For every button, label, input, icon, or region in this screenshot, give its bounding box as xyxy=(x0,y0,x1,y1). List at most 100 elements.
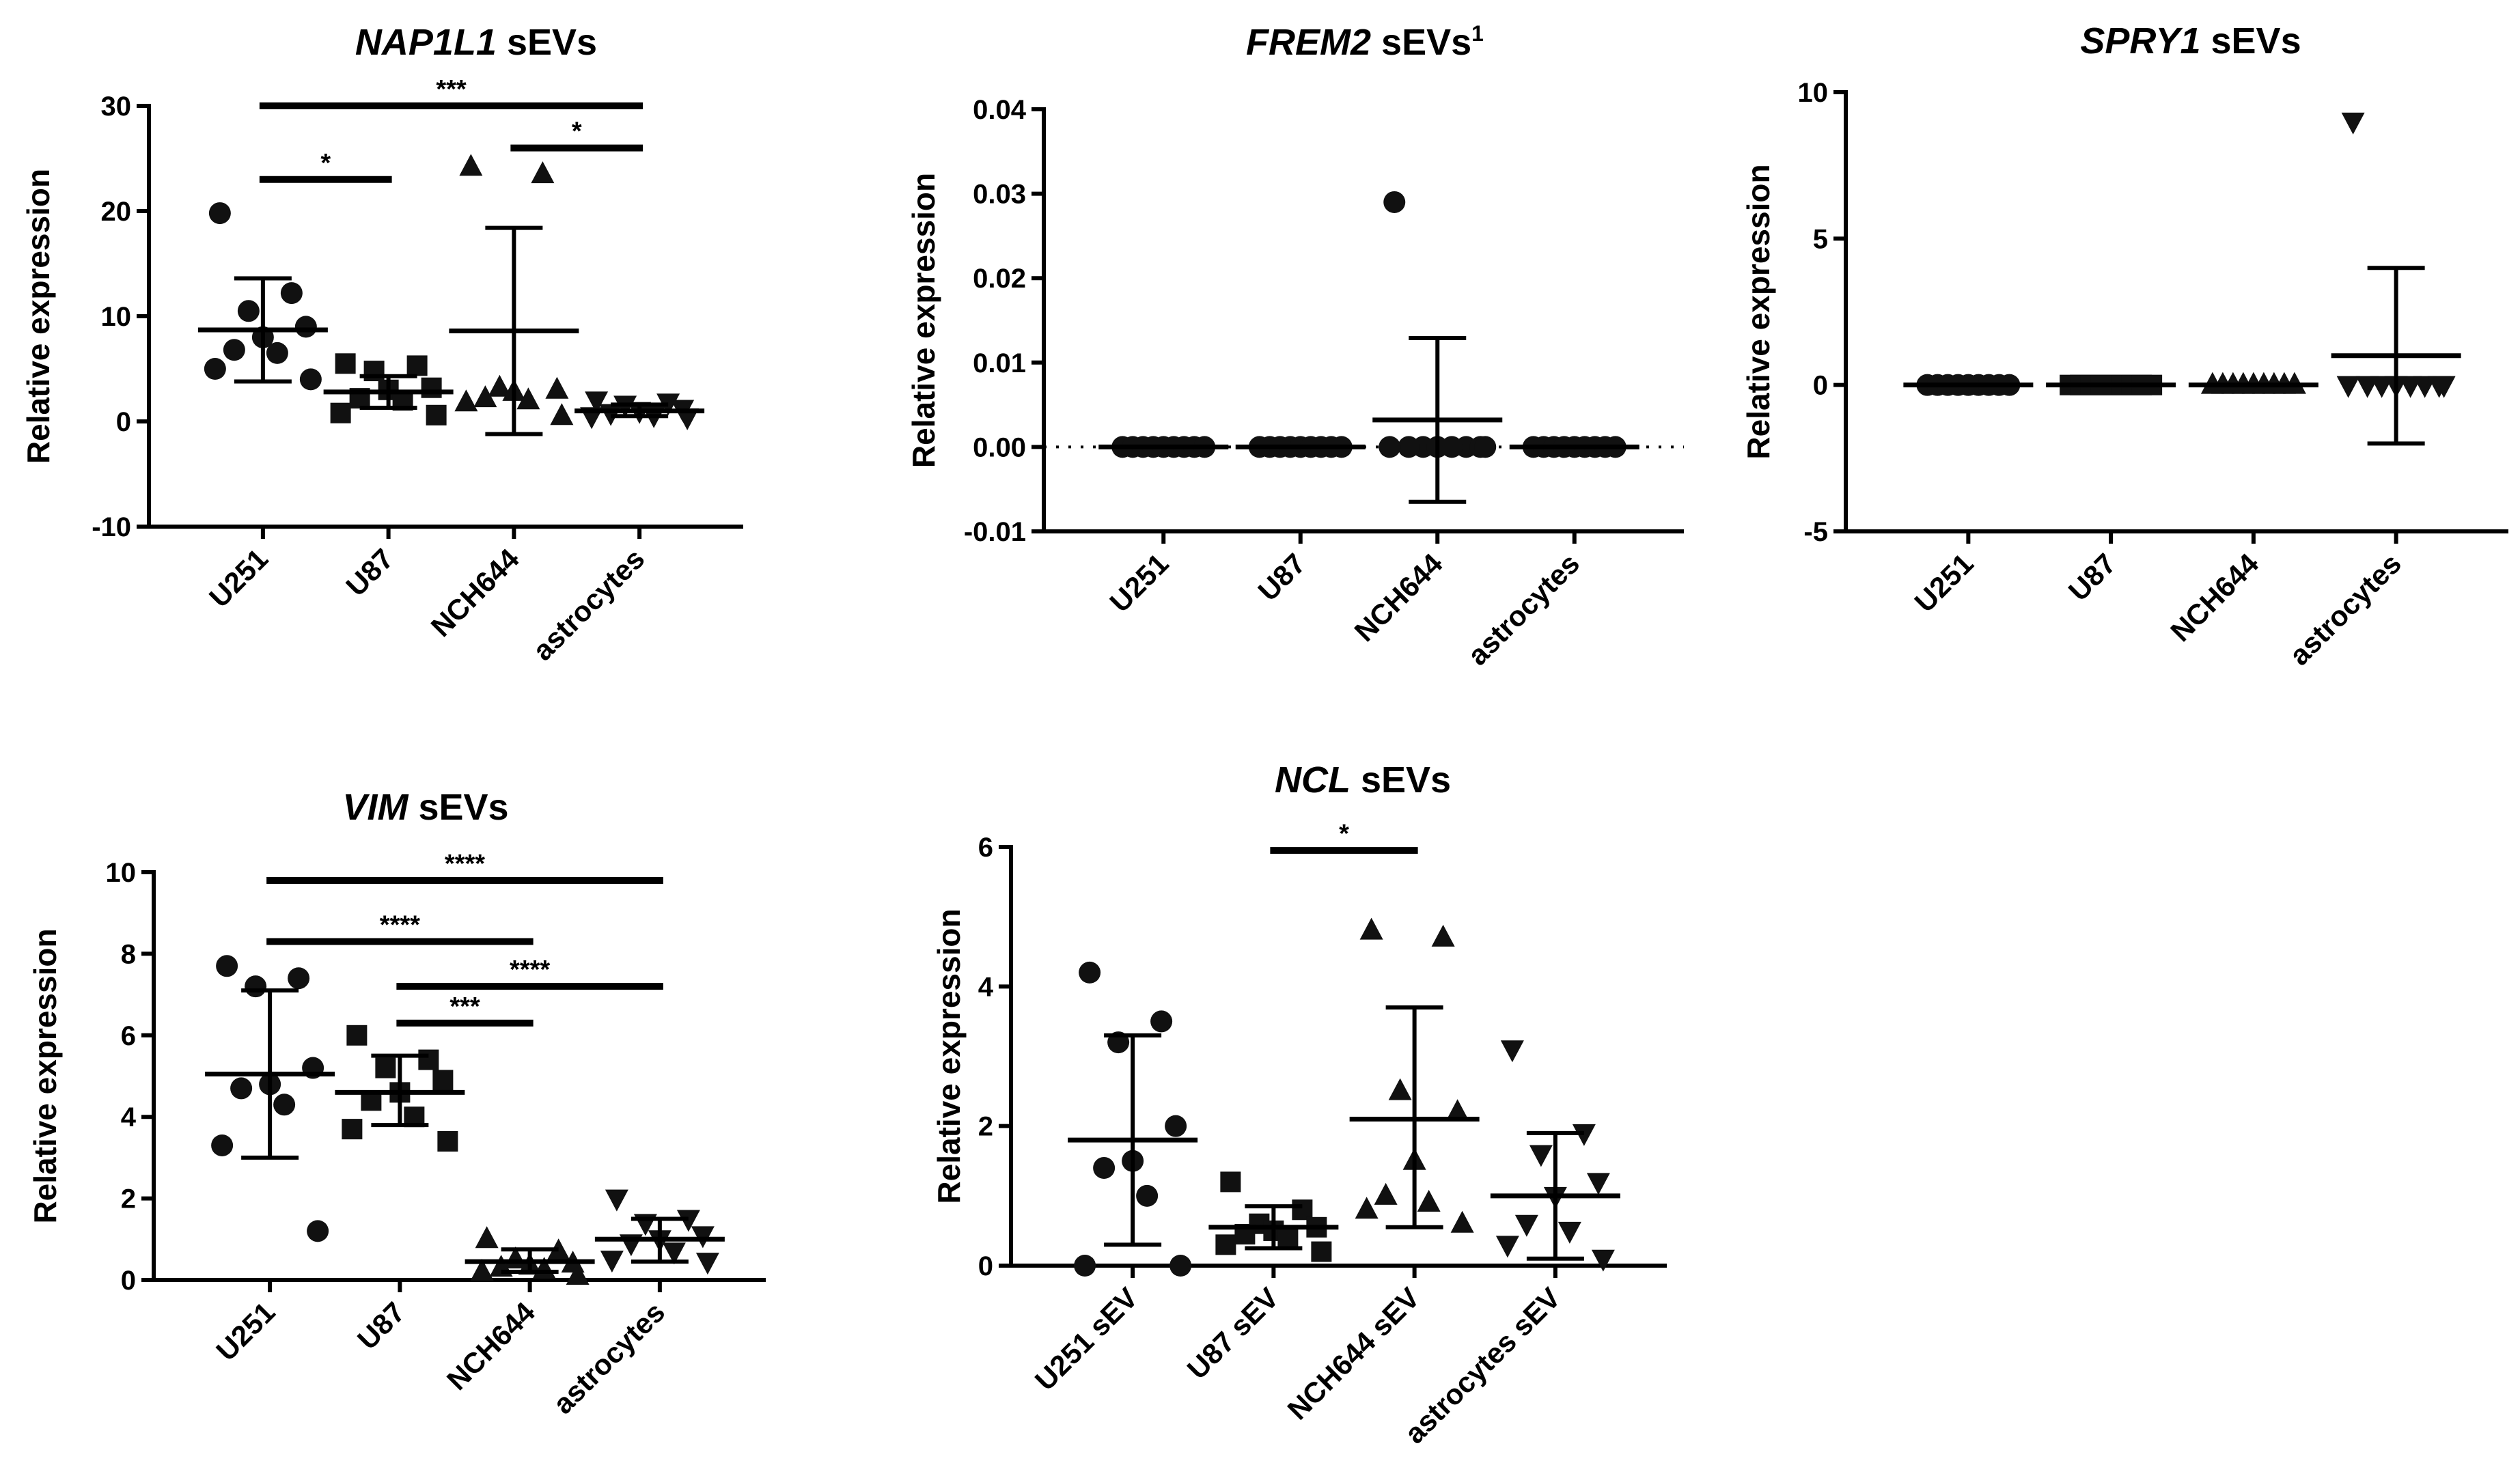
data-point xyxy=(1277,1227,1299,1249)
chart-title-gene: SPRY1 xyxy=(2080,20,2200,61)
y-tick-label: 0.04 xyxy=(973,95,1027,125)
x-tick-label: astrocytes sEV xyxy=(1398,1281,1566,1449)
chart-title-suffix: sEVs xyxy=(1351,760,1451,800)
data-point xyxy=(273,1094,296,1116)
y-axis-label: Relative expression xyxy=(20,169,56,464)
data-point xyxy=(1450,1210,1474,1233)
data-point xyxy=(1441,436,1463,458)
data-point xyxy=(346,1025,368,1046)
data-point xyxy=(1514,1214,1538,1237)
y-tick-label: 4 xyxy=(121,1102,137,1132)
data-point xyxy=(406,355,428,376)
x-tick-label: astrocytes xyxy=(2283,547,2407,671)
data-point xyxy=(432,1070,454,1091)
data-point xyxy=(1379,436,1401,458)
data-point xyxy=(585,391,609,414)
data-point xyxy=(208,202,231,225)
data-point xyxy=(1586,1173,1610,1195)
data-point xyxy=(473,385,497,408)
data-point xyxy=(662,1242,686,1265)
data-point xyxy=(375,1057,396,1078)
data-point xyxy=(245,975,267,998)
data-point xyxy=(1388,1078,1412,1100)
chart-title-superscript: 1 xyxy=(1471,21,1484,46)
data-point xyxy=(294,316,317,338)
x-tick-label: U251 xyxy=(203,542,274,613)
data-point xyxy=(600,1251,624,1273)
data-point xyxy=(1311,1241,1332,1262)
y-tick-label: 0 xyxy=(1813,371,1828,401)
data-point xyxy=(1398,436,1420,458)
y-tick-label: 8 xyxy=(121,939,136,969)
data-point xyxy=(1215,1234,1236,1255)
significance-label: **** xyxy=(445,850,485,878)
data-point xyxy=(280,282,303,305)
y-tick-label: 0.01 xyxy=(973,348,1026,378)
data-point xyxy=(342,1119,363,1140)
y-axis-label: Relative expression xyxy=(1741,164,1776,459)
data-point xyxy=(475,1226,499,1249)
data-point xyxy=(421,377,442,398)
data-point xyxy=(307,1220,329,1242)
y-tick-label: 0 xyxy=(116,407,131,437)
y-tick-label: 30 xyxy=(101,92,132,122)
data-point xyxy=(2398,376,2422,398)
x-tick-label: U87 xyxy=(1251,547,1312,607)
y-tick-label: 0.02 xyxy=(973,264,1026,294)
y-tick-label: 10 xyxy=(101,302,132,332)
data-point xyxy=(1292,1199,1313,1221)
x-tick-label: astrocytes xyxy=(527,542,651,667)
chart-title: NAP1L1 sEVs xyxy=(355,22,597,63)
chart-title-gene: FREM2 xyxy=(1246,22,1371,63)
data-point xyxy=(230,1077,253,1100)
data-point xyxy=(1136,1184,1159,1207)
significance-label: *** xyxy=(436,75,467,104)
y-tick-label: 0.00 xyxy=(973,432,1026,462)
y-tick-label: 20 xyxy=(101,197,132,227)
data-point xyxy=(1074,1255,1096,1277)
y-tick-label: 5 xyxy=(1813,224,1828,254)
data-point xyxy=(426,404,447,426)
y-tick-label: 10 xyxy=(106,858,137,888)
data-point xyxy=(237,300,260,322)
data-point xyxy=(204,358,226,380)
chart-panel-nap1l1: NAP1L1 sEVs Relative expression -10 0 10 20 30… xyxy=(20,22,743,667)
data-point xyxy=(545,376,569,399)
y-tick-label: -10 xyxy=(92,512,131,542)
chart-title: VIM sEVs xyxy=(342,787,508,828)
data-point xyxy=(266,342,288,364)
x-tick-label: U87 sEV xyxy=(1181,1281,1285,1385)
data-point xyxy=(1079,961,1101,984)
chart-panel-ncl: NCL sEVs Relative expression 0 2 4 6 U251 sEV U… xyxy=(931,760,1667,1449)
data-point xyxy=(437,1131,458,1152)
data-point xyxy=(2432,376,2456,398)
y-tick-label: 4 xyxy=(978,972,994,1002)
data-point xyxy=(1417,1190,1441,1212)
data-point xyxy=(1591,1249,1615,1272)
data-point xyxy=(676,408,700,430)
data-point xyxy=(211,1134,234,1156)
data-point xyxy=(1474,436,1497,458)
data-point xyxy=(1383,191,1406,213)
y-tick-label: -0.01 xyxy=(964,517,1026,547)
data-point xyxy=(454,389,478,412)
data-point xyxy=(335,353,356,374)
x-tick-label: U87 xyxy=(351,1296,411,1356)
chart-panel-frem2: FREM2 sEVs1 Relative expression -0.01 0.00 0… xyxy=(906,21,1684,671)
data-point xyxy=(1557,1221,1581,1244)
data-point xyxy=(695,1253,719,1275)
data-point xyxy=(488,374,512,397)
chart-title-gene: NAP1L1 xyxy=(355,22,497,63)
data-point xyxy=(1500,1040,1524,1063)
data-point xyxy=(1431,924,1455,947)
significance-label: *** xyxy=(449,992,480,1021)
x-tick-label: NCH644 xyxy=(2164,547,2265,648)
data-point xyxy=(2355,376,2379,398)
data-point xyxy=(418,1049,439,1070)
y-tick-label: 0 xyxy=(978,1251,993,1281)
data-point xyxy=(1165,1115,1187,1137)
y-tick-label: -5 xyxy=(1803,517,1828,547)
x-tick-label: astrocytes xyxy=(1461,547,1586,671)
data-point xyxy=(1495,1236,1519,1258)
